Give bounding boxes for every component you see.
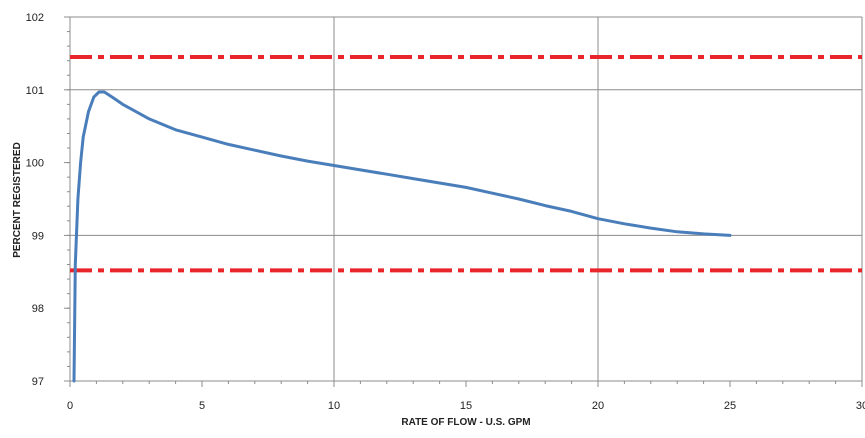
y-tick-labels: 97 98 99 100 101 102 [26,12,44,388]
x-tick-label: 10 [328,400,340,412]
x-tick-label: 0 [67,400,73,412]
y-tick-label: 99 [32,230,44,242]
y-tick-label: 98 [32,303,44,315]
reference-lines [70,55,862,273]
x-tick-label: 25 [724,400,736,412]
x-tick-label: 20 [592,400,604,412]
series-line [72,90,732,383]
x-tick-label: 15 [460,400,472,412]
grid-lines [70,16,863,381]
x-tick-label: 30 [856,400,865,412]
axes [64,16,863,387]
data-series [72,90,732,383]
y-tick-label: 101 [26,85,44,97]
x-tick-labels: 0 5 10 15 20 25 30 [67,400,865,412]
y-tick-label: 102 [26,12,44,24]
y-tick-label: 97 [32,376,44,388]
y-axis-title: PERCENT REGISTERED [12,142,23,258]
x-tick-label: 5 [199,400,205,412]
y-tick-label: 100 [26,158,44,170]
x-axis-title: RATE OF FLOW - U.S. GPM [401,417,530,428]
